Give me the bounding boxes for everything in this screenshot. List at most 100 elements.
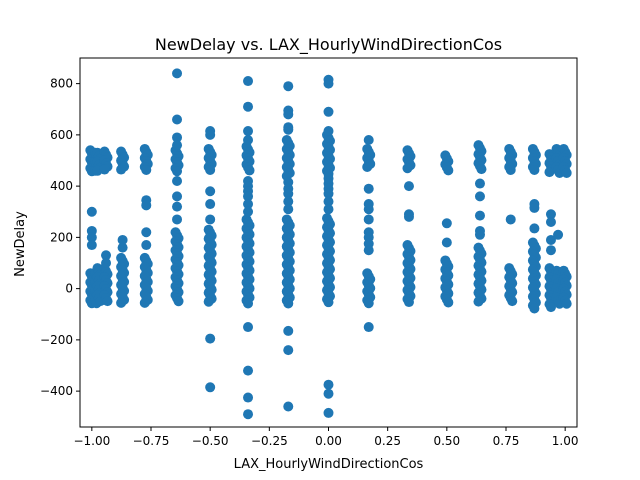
scatter-point [243, 126, 254, 137]
scatter-point [403, 297, 414, 308]
scatter-point [283, 81, 294, 92]
scatter-point [283, 124, 294, 135]
x-tick-label: −0.75 [133, 434, 170, 448]
x-tick-label: −0.25 [251, 434, 288, 448]
y-tick-label: 400 [50, 179, 73, 193]
scatter-point [474, 210, 485, 221]
scatter-point [205, 382, 216, 393]
scatter-point [363, 135, 374, 145]
scatter-point [173, 296, 184, 307]
scatter-point [553, 229, 564, 240]
scatter-point [243, 76, 254, 87]
scatter-point [323, 388, 334, 399]
scatter-point [529, 223, 540, 234]
scatter-point [363, 183, 374, 194]
scatter-point [141, 240, 152, 251]
scatter-point [141, 227, 152, 238]
scatter-point [172, 140, 183, 151]
scatter-point [243, 199, 254, 210]
scatter-point [283, 196, 294, 207]
scatter-point [243, 365, 254, 376]
y-axis-label: NewDelay [13, 211, 28, 277]
scatter-point [283, 401, 294, 412]
x-tick-label: −1.00 [73, 434, 110, 448]
scatter-point [363, 214, 374, 225]
x-tick-label: −0.50 [192, 434, 229, 448]
scatter-point [323, 297, 334, 308]
scatter-point [362, 161, 373, 172]
scatter-point [205, 164, 216, 175]
scatter-point [243, 322, 254, 333]
scatter-point [476, 164, 487, 175]
scatter-point [172, 132, 183, 143]
scatter-point [244, 165, 255, 176]
scatter-point [172, 68, 183, 79]
scatter-point [403, 211, 414, 222]
scatter-point [205, 214, 216, 225]
scatter-point [529, 202, 540, 213]
scatter-point [403, 181, 414, 192]
scatter-point [116, 164, 127, 175]
x-tick-label: 0.50 [433, 434, 460, 448]
x-tick-label: 0.00 [315, 434, 342, 448]
scatter-point [323, 407, 334, 418]
x-axis-ticks: −1.00 −0.75 −0.50 −0.25 0.00 0.25 0.50 0.75 1.00 [73, 427, 579, 448]
scatter-point [505, 164, 516, 175]
scatter-points [85, 68, 572, 420]
scatter-point [545, 234, 556, 245]
scatter-point [323, 78, 334, 89]
scatter-point [474, 229, 485, 240]
scatter-point [205, 186, 216, 197]
scatter-point [561, 167, 572, 178]
scatter-point [443, 165, 454, 176]
y-tick-label: −200 [40, 333, 73, 347]
scatter-point [507, 296, 518, 307]
scatter-point [243, 298, 254, 309]
scatter-point [101, 250, 112, 261]
scatter-point [505, 214, 516, 225]
y-tick-label: 200 [50, 230, 73, 244]
scatter-point [323, 204, 334, 215]
scatter-point [243, 191, 254, 202]
scatter-point [283, 204, 294, 215]
scatter-point [172, 114, 183, 125]
scatter-point [363, 245, 374, 256]
scatter-point [86, 206, 97, 217]
x-tick-label: 0.25 [374, 434, 401, 448]
scatter-point [441, 237, 452, 248]
scatter-point [441, 218, 452, 229]
scatter-point [101, 258, 112, 268]
scatter-point [172, 191, 183, 202]
scatter-point [474, 178, 485, 189]
scatter-point [141, 200, 152, 211]
scatter-point [141, 164, 152, 175]
scatter-point [243, 206, 254, 217]
scatter-point [172, 214, 183, 225]
y-tick-label: −400 [40, 384, 73, 398]
scatter-point [323, 106, 334, 117]
chart-title: NewDelay vs. LAX_HourlyWindDirectionCos [155, 35, 502, 55]
scatter-point [323, 188, 334, 199]
scatter-point [243, 392, 254, 403]
scatter-point [139, 297, 150, 308]
scatter-point [86, 232, 97, 243]
scatter-point [443, 297, 454, 308]
y-tick-label: 0 [65, 282, 73, 296]
scatter-point [205, 333, 216, 344]
scatter-point [102, 296, 113, 307]
x-tick-label: 0.75 [493, 434, 520, 448]
scatter-point [243, 135, 254, 145]
scatter-point [402, 163, 413, 174]
scatter-point [283, 109, 294, 120]
scatter-point [205, 199, 216, 210]
scatter-point [529, 303, 540, 314]
scatter-point [529, 164, 540, 175]
scatter-point [116, 297, 127, 308]
scatter-point [363, 204, 374, 215]
scatter-point [545, 245, 556, 256]
scatter-point [283, 188, 294, 199]
scatter-point [243, 101, 254, 112]
scatter-point [172, 201, 183, 212]
x-tick-label: 1.00 [552, 434, 579, 448]
